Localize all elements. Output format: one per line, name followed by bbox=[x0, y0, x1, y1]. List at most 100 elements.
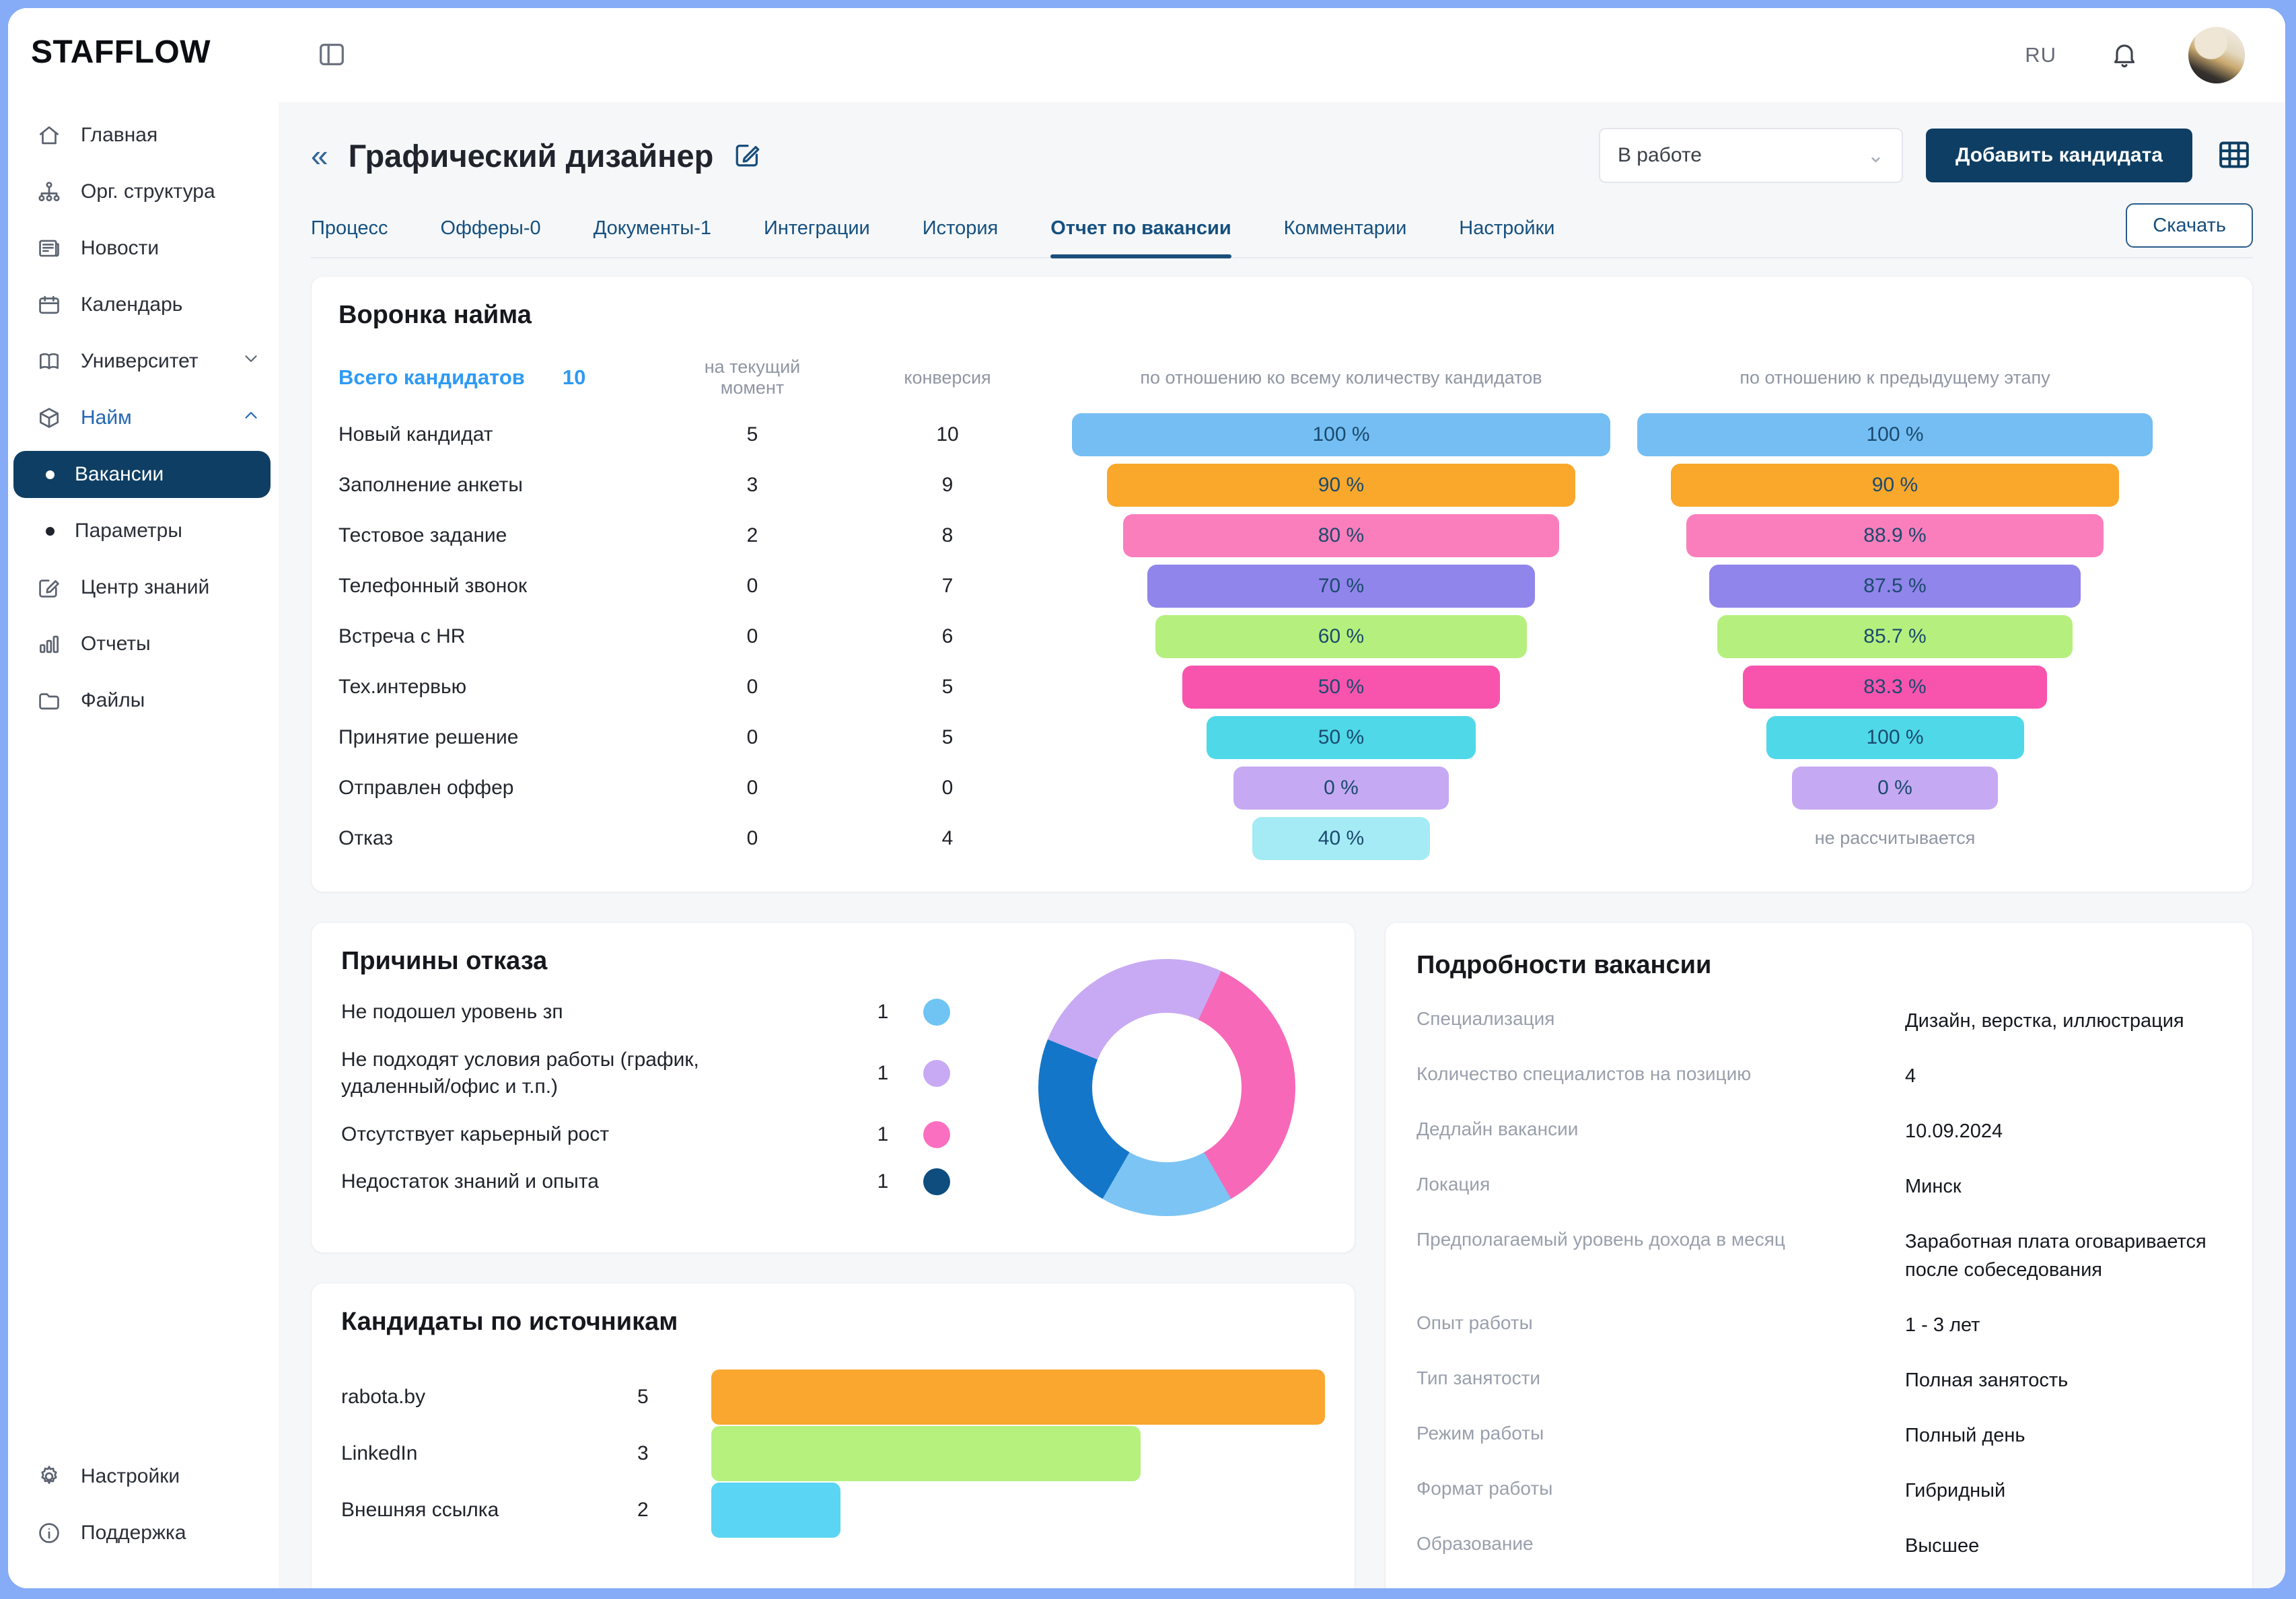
sidebar-item[interactable]: Параметры bbox=[8, 503, 279, 559]
sidebar-item-label: Отчеты bbox=[81, 633, 151, 655]
sidebar-item-label: Файлы bbox=[81, 689, 145, 711]
source-label: rabota.by bbox=[341, 1386, 426, 1408]
funnel-current-value: 0 bbox=[746, 725, 758, 748]
rejection-donut-chart bbox=[1038, 959, 1295, 1216]
legend-label: Не подходят условия работы (график, удал… bbox=[341, 1048, 699, 1098]
tab[interactable]: История bbox=[922, 217, 999, 239]
column-header-vs-all: по отношению ко всему количеству кандида… bbox=[1140, 367, 1542, 388]
sidebar-item[interactable]: Университет bbox=[8, 333, 279, 390]
details-label: Предполагаемый уровень дохода в месяц bbox=[1416, 1229, 1785, 1250]
sidebar-item[interactable]: Центр знаний bbox=[8, 559, 279, 616]
sidebar-item[interactable]: Найм bbox=[8, 390, 279, 446]
funnel-conversion-value: 10 bbox=[936, 423, 959, 446]
funnel-stage-label: Отправлен оффер bbox=[338, 776, 514, 799]
funnel-bar-vs-all: 50 % bbox=[1182, 665, 1500, 709]
sidebar-item[interactable]: Орг. структура bbox=[8, 164, 279, 220]
legend-color-dot bbox=[923, 1121, 950, 1148]
add-candidate-button[interactable]: Добавить кандидата bbox=[1925, 129, 2192, 182]
details-value: Заработная плата оговаривается после соб… bbox=[1905, 1231, 2207, 1281]
funnel-conversion-value: 5 bbox=[941, 675, 954, 698]
detail-rows: Специализация Дизайн, верстка, иллюстраци… bbox=[1416, 1007, 2221, 1588]
legend-label: Не подошел уровень зп bbox=[341, 1001, 563, 1023]
details-row: Тип занятости Полная занятость bbox=[1416, 1366, 2221, 1394]
status-select[interactable]: В работе ⌄ bbox=[1598, 128, 1903, 183]
vacancy-details-card: Подробности вакансии Специализация Дизайн… bbox=[1385, 922, 2253, 1588]
legend-color-dot bbox=[923, 999, 950, 1026]
sidebar-item[interactable]: Новости bbox=[8, 220, 279, 277]
sidebar-item[interactable]: Главная bbox=[8, 107, 279, 164]
folder-icon bbox=[35, 686, 63, 715]
details-value: Гибридный bbox=[1905, 1480, 2006, 1502]
back-button[interactable]: « bbox=[311, 138, 328, 173]
total-candidates-link[interactable]: Всего кандидатов bbox=[338, 365, 525, 389]
details-label: Тип занятости bbox=[1416, 1367, 1541, 1389]
sidebar-toggle-button[interactable] bbox=[314, 37, 350, 73]
funnel-row: Отказ 0 4 40 % не рассчитывается bbox=[338, 813, 2225, 863]
notifications-button[interactable] bbox=[2109, 40, 2140, 71]
column-header-vs-prev: по отношению к предыдущему этапу bbox=[1739, 367, 2050, 388]
sidebar-item-label: Университет bbox=[81, 350, 199, 372]
funnel-bar-vs-prev: 88.9 % bbox=[1686, 513, 2104, 557]
details-label: Опыт работы bbox=[1416, 1312, 1533, 1334]
legend-item: Недостаток знаний и опыта 1 bbox=[341, 1168, 960, 1196]
candidate-sources-card: Кандидаты по источникам rabota.by 5 Linked… bbox=[311, 1283, 1355, 1588]
funnel-current-value: 0 bbox=[746, 776, 758, 799]
chevron-up-icon bbox=[241, 405, 261, 431]
user-avatar[interactable] bbox=[2188, 27, 2245, 83]
funnel-conversion-value: 9 bbox=[941, 473, 954, 496]
sidebar-item[interactable]: Файлы bbox=[8, 672, 279, 729]
details-row: Образование Высшее bbox=[1416, 1532, 2221, 1560]
book-icon bbox=[35, 347, 63, 376]
funnel-stage-label: Телефонный звонок bbox=[338, 574, 528, 597]
legend-value: 1 bbox=[877, 1170, 889, 1193]
download-button[interactable]: Скачать bbox=[2126, 203, 2253, 248]
sidebar-item[interactable]: Настройки bbox=[8, 1448, 279, 1505]
tab[interactable]: Настройки bbox=[1459, 217, 1555, 239]
edit-title-button[interactable] bbox=[732, 139, 763, 172]
sidebar-nav: Главная Орг. структура Новости Календарь Уни… bbox=[8, 107, 279, 729]
bar-chart-icon bbox=[35, 630, 63, 658]
language-switcher[interactable]: RU bbox=[2021, 42, 2060, 68]
tab[interactable]: Интеграции bbox=[763, 217, 870, 239]
tabs-row: Процесс Офферы-0 Документы-1 Интеграции Исто… bbox=[311, 203, 2253, 258]
edit-square-icon bbox=[35, 573, 63, 602]
details-label: Дедлайн вакансии bbox=[1416, 1118, 1579, 1140]
hiring-funnel-card: Воронка найма Всего кандидатов 10 на тек… bbox=[311, 276, 2253, 892]
source-row: LinkedIn 3 bbox=[341, 1425, 1325, 1482]
tab[interactable]: Отчет по вакансии bbox=[1050, 217, 1232, 258]
legend-color-dot bbox=[923, 1168, 950, 1196]
funnel-row: Тех.интервью 0 5 50 % 83.3 % bbox=[338, 662, 2225, 712]
funnel-current-value: 0 bbox=[746, 625, 758, 647]
table-view-button[interactable] bbox=[2215, 136, 2253, 176]
funnel-total: Всего кандидатов 10 bbox=[338, 365, 655, 390]
funnel-stage-label: Заполнение анкеты bbox=[338, 473, 523, 496]
source-bar bbox=[711, 1370, 1325, 1425]
legend-value: 1 bbox=[877, 1062, 889, 1084]
tab[interactable]: Офферы-0 bbox=[440, 217, 541, 239]
sidebar-item[interactable]: Вакансии bbox=[13, 451, 271, 498]
funnel-bar-vs-prev: 100 % bbox=[1637, 413, 2153, 456]
details-row: Режим работы Полный день bbox=[1416, 1421, 2221, 1450]
funnel-current-value: 5 bbox=[746, 423, 758, 446]
tab[interactable]: Документы-1 bbox=[593, 217, 711, 239]
tab[interactable]: Процесс bbox=[311, 217, 388, 239]
sidebar-item[interactable]: Календарь bbox=[8, 277, 279, 333]
page-content: « Графический дизайнер В работе ⌄ Добави… bbox=[279, 102, 2285, 1588]
tab[interactable]: Комментарии bbox=[1283, 217, 1407, 239]
funnel-bar-vs-all: 80 % bbox=[1123, 513, 1559, 557]
legend-color-dot bbox=[923, 1060, 950, 1087]
sidebar-item[interactable]: Поддержка bbox=[8, 1505, 279, 1561]
funnel-conversion-value: 0 bbox=[941, 776, 954, 799]
funnel-row: Заполнение анкеты 3 9 90 % 90 % bbox=[338, 460, 2225, 510]
funnel-row: Тестовое задание 2 8 80 % 88.9 % bbox=[338, 510, 2225, 561]
funnel-stage-label: Тех.интервью bbox=[338, 675, 467, 698]
details-value: Высшее bbox=[1905, 1535, 1980, 1557]
donut-hole bbox=[1092, 1013, 1242, 1162]
home-icon bbox=[35, 121, 63, 149]
source-row: Внешняя ссылка 2 bbox=[341, 1482, 1325, 1538]
source-value: 5 bbox=[637, 1386, 649, 1408]
cube-icon bbox=[35, 404, 63, 432]
source-label: Внешняя ссылка bbox=[341, 1499, 499, 1521]
details-row: Предполагаемый уровень дохода в месяц Зар… bbox=[1416, 1228, 2221, 1284]
sidebar-item[interactable]: Отчеты bbox=[8, 616, 279, 672]
